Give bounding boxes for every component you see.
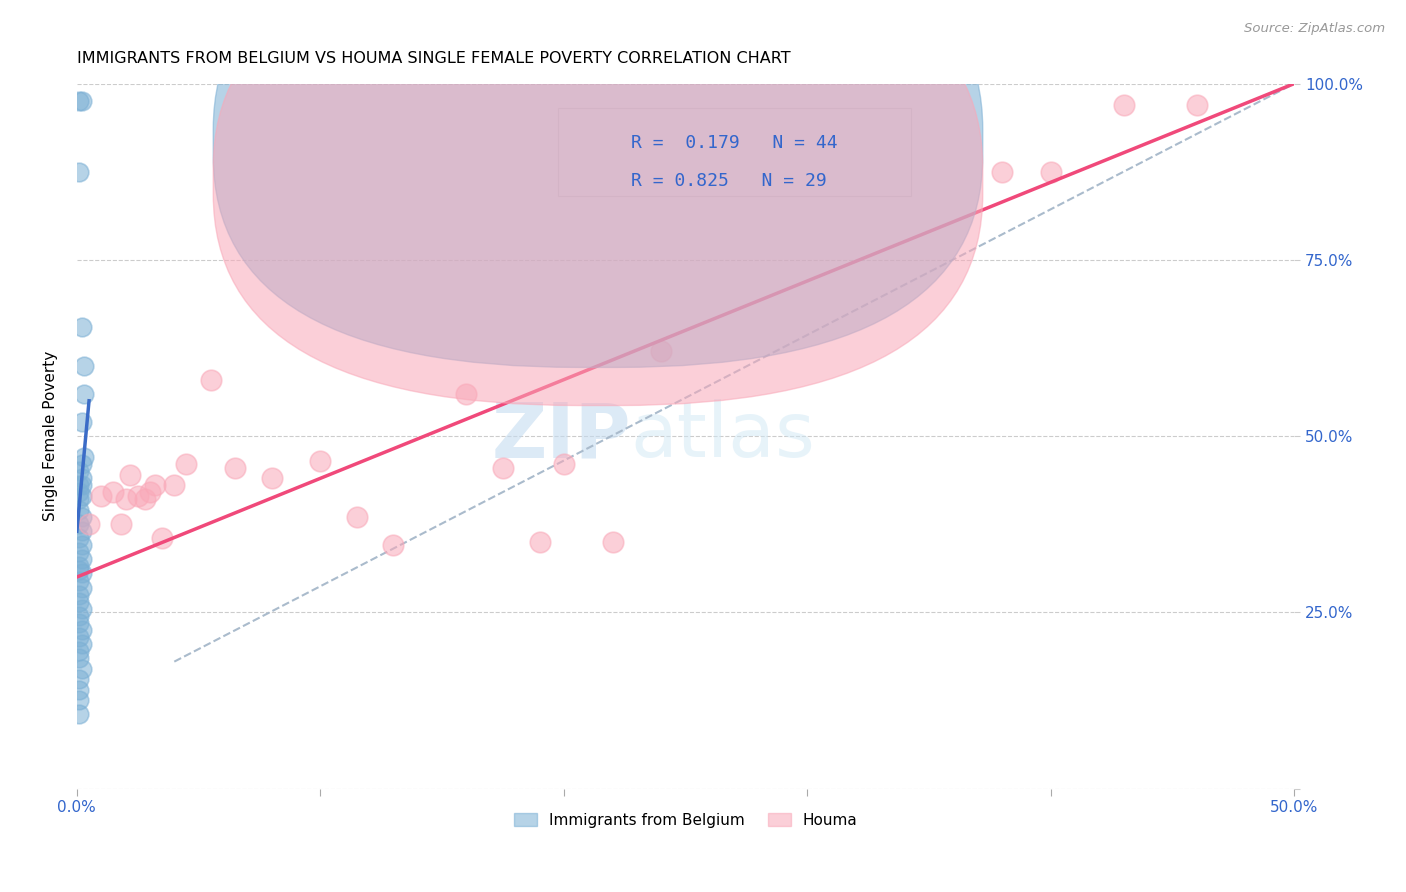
Point [70,319,93,334]
Point [67,707,90,722]
Point [67,164,90,178]
Point [1185,97,1208,112]
Point [143,478,166,492]
Point [67,644,90,658]
Point [67,651,90,665]
Point [70,478,93,492]
Point [127,489,149,503]
Point [456,386,478,401]
Point [110,517,132,532]
Point [67,503,90,517]
Point [73,386,96,401]
Point [67,682,90,697]
Point [224,460,246,475]
FancyBboxPatch shape [214,0,983,406]
Point [67,608,90,623]
Point [260,471,283,485]
Point [309,453,332,467]
Point [67,595,90,609]
Point [67,574,90,588]
Point [70,552,93,566]
Point [1112,97,1135,112]
Point [70,489,93,503]
Text: ZIP: ZIP [491,399,631,473]
Point [382,538,405,552]
Point [70,524,93,539]
Point [70,471,93,485]
Point [67,464,90,478]
Point [67,478,90,492]
Point [70,415,93,429]
Point [103,485,125,500]
Point [70,623,93,637]
Point [73,359,96,373]
Point [67,485,90,500]
Text: Source: ZipAtlas.com: Source: ZipAtlas.com [1244,22,1385,36]
Point [67,559,90,574]
Point [492,460,515,475]
Point [67,615,90,630]
Point [134,492,156,507]
Point [150,531,173,545]
Point [200,373,222,387]
Text: R = 0.825   N = 29: R = 0.825 N = 29 [631,171,827,190]
Point [77,517,100,532]
Point [67,531,90,545]
Point [67,545,90,559]
Point [120,467,142,482]
Y-axis label: Single Female Poverty: Single Female Poverty [44,351,58,521]
Point [139,485,162,500]
Text: R =  0.179   N = 44: R = 0.179 N = 44 [631,134,838,152]
Text: IMMIGRANTS FROM BELGIUM VS HOUMA SINGLE FEMALE POVERTY CORRELATION CHART: IMMIGRANTS FROM BELGIUM VS HOUMA SINGLE … [77,51,790,66]
Point [163,478,186,492]
Point [73,450,96,465]
Text: atlas: atlas [631,399,815,473]
Point [553,457,575,471]
Point [70,637,93,651]
Point [991,164,1014,178]
Point [70,662,93,676]
Point [176,457,198,471]
Point [70,538,93,552]
Point [67,672,90,686]
Point [90,489,112,503]
Point [70,581,93,595]
FancyBboxPatch shape [558,108,911,196]
Point [67,517,90,532]
Point [529,534,551,549]
Point [114,492,136,507]
Point [346,510,368,524]
Point [67,693,90,707]
Point [70,510,93,524]
Point [602,534,624,549]
Point [67,588,90,602]
Point [70,601,93,615]
Point [67,630,90,644]
Point [67,492,90,507]
Point [70,94,93,108]
FancyBboxPatch shape [214,0,983,368]
Point [70,457,93,471]
Point [70,566,93,581]
Point [67,94,90,108]
Point [1039,164,1062,178]
Point [650,344,672,359]
Legend: Immigrants from Belgium, Houma: Immigrants from Belgium, Houma [508,806,863,834]
Point [67,563,90,577]
